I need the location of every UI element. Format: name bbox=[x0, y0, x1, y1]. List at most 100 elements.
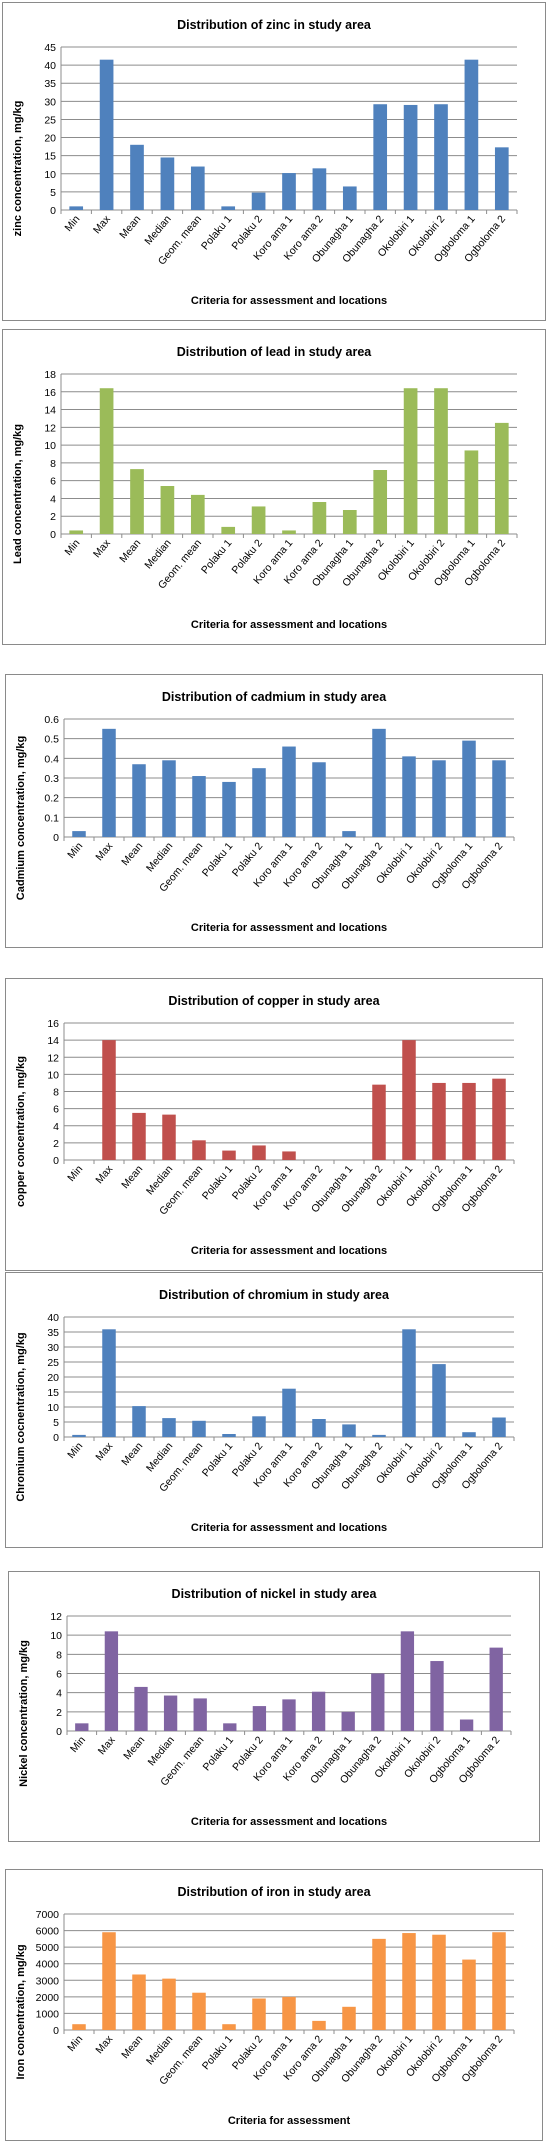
bar bbox=[222, 1150, 236, 1160]
x-tick-label: Mean bbox=[117, 537, 143, 565]
x-tick-label: Min bbox=[68, 1734, 88, 1755]
y-tick-label: 0.3 bbox=[44, 773, 59, 785]
bar bbox=[492, 1078, 506, 1160]
bar bbox=[434, 388, 448, 534]
bar bbox=[193, 1698, 207, 1731]
bar bbox=[342, 1424, 356, 1437]
bar bbox=[494, 422, 509, 534]
x-tick-label: Min bbox=[65, 1163, 85, 1184]
x-tick-label: Mean bbox=[119, 2033, 145, 2061]
bar bbox=[132, 1406, 146, 1437]
bar bbox=[222, 1434, 236, 1437]
bar bbox=[432, 1934, 446, 2030]
x-tick-label: Mean bbox=[119, 1440, 145, 1468]
bar bbox=[342, 2006, 356, 2030]
bar bbox=[72, 2024, 86, 2030]
bar bbox=[373, 104, 388, 210]
cadmium-chart: Distribution of cadmium in study area 0 0.… bbox=[15, 690, 515, 934]
bar bbox=[402, 1329, 416, 1437]
x-tick-label: Max bbox=[91, 537, 113, 560]
bar bbox=[282, 530, 296, 534]
bar bbox=[162, 1418, 176, 1437]
y-tick-label: 1000 bbox=[36, 2008, 60, 2020]
bar bbox=[252, 1416, 266, 1437]
x-tick-label: Min bbox=[62, 213, 82, 234]
bar bbox=[372, 1434, 386, 1437]
bar bbox=[402, 756, 416, 837]
y-tick-label: 2000 bbox=[36, 1992, 60, 2004]
x-tick-label: Mean bbox=[117, 213, 143, 241]
bar bbox=[373, 470, 388, 534]
bar bbox=[72, 831, 86, 837]
bar bbox=[462, 1432, 476, 1437]
y-tick-label: 0 bbox=[53, 1432, 59, 1444]
nickel-chart-title: Distribution of nickel in study area bbox=[172, 1587, 378, 1601]
x-tick-label: Max bbox=[93, 840, 115, 863]
x-tick-label: Max bbox=[91, 213, 113, 236]
y-tick-label: 4000 bbox=[36, 1959, 60, 1971]
bar bbox=[462, 1082, 476, 1160]
bar bbox=[312, 1419, 326, 1437]
bar bbox=[312, 168, 327, 210]
y-tick-label: 15 bbox=[47, 1387, 59, 1399]
bar bbox=[282, 1996, 296, 2030]
bar bbox=[403, 104, 418, 210]
y-tick-label: 0 bbox=[56, 1726, 62, 1738]
bar bbox=[434, 104, 448, 210]
y-tick-label: 16 bbox=[47, 1018, 59, 1030]
zinc-chart-panel: Distribution of zinc in study area 0 5 10 15… bbox=[2, 2, 546, 321]
y-tick-label: 4 bbox=[50, 493, 56, 505]
bar bbox=[130, 144, 144, 210]
bar bbox=[132, 1112, 146, 1160]
bar bbox=[400, 1631, 415, 1731]
bar bbox=[192, 1140, 206, 1160]
bar bbox=[252, 1706, 267, 1731]
bar bbox=[160, 157, 175, 210]
y-tick-label: 6 bbox=[53, 1104, 59, 1116]
y-tick-label: 5 bbox=[53, 1417, 59, 1429]
y-tick-label: 6 bbox=[56, 1669, 62, 1681]
copper-chart-panel: Distribution of copper in study area 0 2 4 6… bbox=[5, 978, 543, 1271]
x-tick-label: Polaku 1 bbox=[201, 1734, 237, 1773]
x-tick-label: Polaku 1 bbox=[199, 537, 235, 576]
cadmium-chart-panel: Distribution of cadmium in study area 0 0.… bbox=[5, 674, 543, 948]
y-tick-label: 0 bbox=[53, 832, 59, 844]
x-axis-title: Criteria for assessment bbox=[228, 2115, 351, 2127]
bar bbox=[492, 760, 506, 837]
bar bbox=[342, 186, 357, 210]
bar bbox=[132, 1974, 146, 2030]
bar bbox=[221, 206, 236, 210]
chromium-chart: Distribution of chromium in study area 0 5… bbox=[15, 1288, 515, 1534]
y-axis-title: Iron concentration, mg/kg bbox=[15, 1944, 27, 2079]
bar bbox=[102, 1040, 116, 1160]
y-tick-label: 10 bbox=[47, 1069, 59, 1081]
bar bbox=[252, 1145, 266, 1160]
y-tick-label: 12 bbox=[50, 1611, 62, 1623]
x-axis-title: Criteria for assessment and locations bbox=[191, 1522, 387, 1534]
x-tick-label: Max bbox=[93, 1163, 115, 1186]
bar bbox=[69, 206, 84, 210]
y-tick-label: 0 bbox=[50, 205, 56, 217]
x-axis-title: Criteria for assessment and locations bbox=[191, 295, 387, 307]
y-tick-label: 20 bbox=[47, 1372, 59, 1384]
bar bbox=[372, 1084, 386, 1160]
copper-chart-title: Distribution of copper in study area bbox=[168, 994, 380, 1008]
y-axis-title: Cadmium concentration, mg/kg bbox=[15, 736, 27, 900]
bar bbox=[222, 781, 236, 837]
bar bbox=[102, 728, 116, 837]
y-tick-label: 0 bbox=[53, 2025, 59, 2037]
y-tick-label: 7000 bbox=[36, 1909, 60, 1921]
x-tick-label: Polaku 1 bbox=[200, 840, 236, 879]
bar bbox=[282, 173, 296, 210]
x-tick-label: Min bbox=[65, 1440, 85, 1461]
bar bbox=[432, 1082, 446, 1160]
y-tick-label: 0 bbox=[50, 529, 56, 541]
x-tick-label: Max bbox=[93, 1440, 115, 1463]
y-tick-label: 20 bbox=[44, 133, 56, 145]
y-tick-label: 4 bbox=[56, 1688, 62, 1700]
copper-chart: Distribution of copper in study area 0 2 4 6… bbox=[15, 994, 515, 1257]
bar bbox=[371, 1673, 385, 1731]
bar bbox=[163, 1695, 178, 1731]
bar bbox=[252, 1998, 266, 2030]
x-tick-label: Mean bbox=[119, 840, 145, 868]
